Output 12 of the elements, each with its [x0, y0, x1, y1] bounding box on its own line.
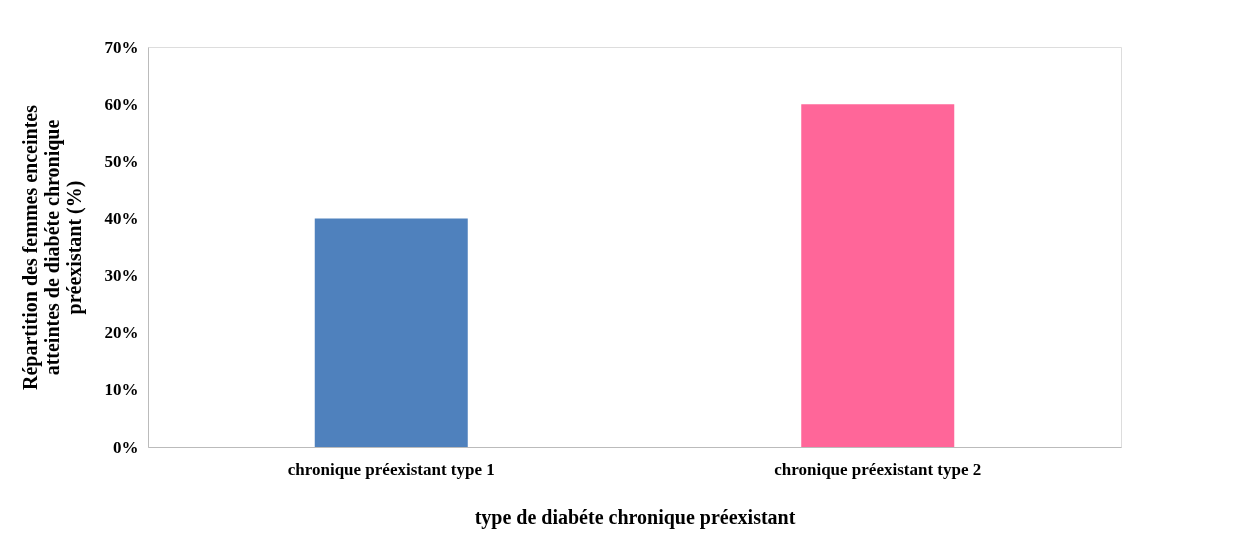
y-tick-label: 60% — [104, 94, 139, 114]
y-tick-label: 20% — [104, 323, 139, 343]
y-axis-title: Répartition des femmes enceintes atteintes de diabéte chronique préexistant (%) — [18, 104, 86, 390]
x-tick-label: chronique préexistant type 1 — [287, 459, 495, 479]
y-tick-label: 70% — [104, 37, 139, 57]
x-axis-title: type de diabéte chronique préexistant — [474, 505, 796, 529]
y-tick-label: 50% — [104, 151, 139, 171]
y-tick-label: 40% — [104, 208, 139, 228]
y-tick-label: 10% — [104, 380, 139, 400]
y-tick-label: 0% — [113, 437, 139, 457]
x-tick-label: chronique préexistant type 2 — [774, 459, 982, 479]
y-tick-label: 30% — [104, 266, 139, 286]
